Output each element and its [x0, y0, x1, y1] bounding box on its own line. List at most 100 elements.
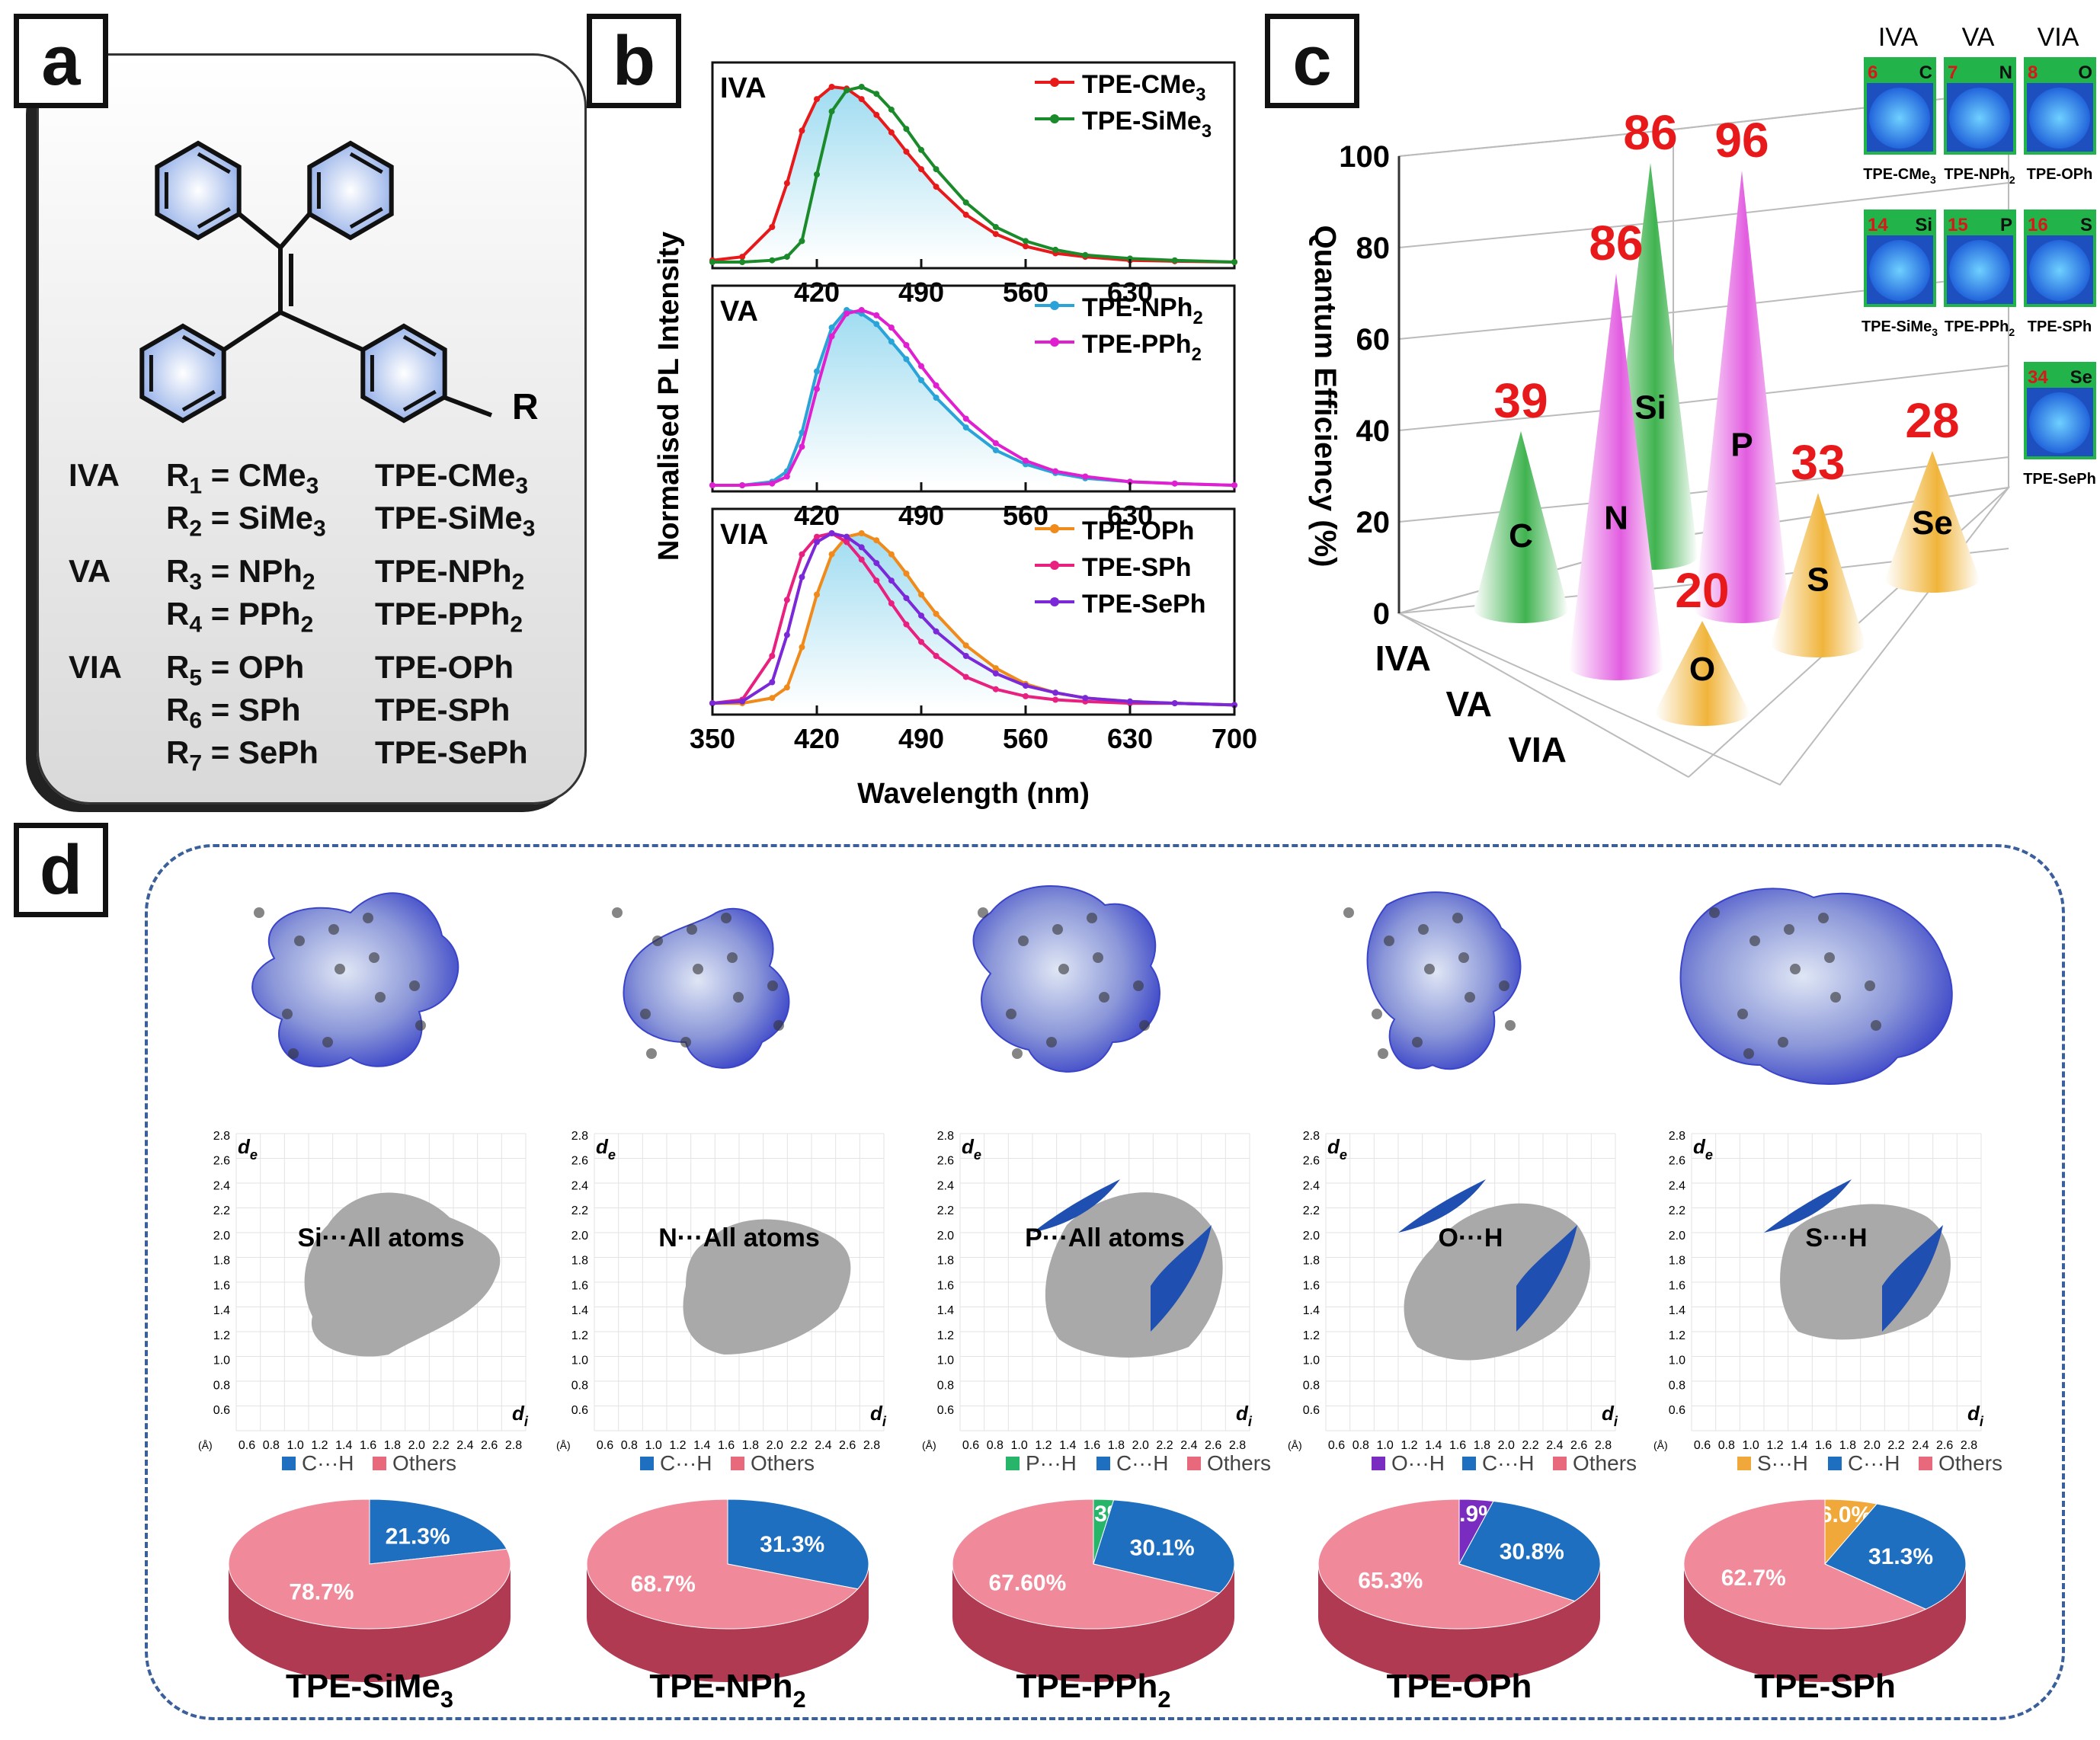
photo-element: O — [2078, 62, 2092, 83]
fp-xtick: 1.6 — [360, 1439, 376, 1452]
pie-legend-swatch — [1919, 1457, 1932, 1470]
atom — [375, 992, 386, 1003]
cone-s — [1771, 493, 1865, 657]
atom — [1865, 980, 1875, 991]
group-label-va: VA — [69, 553, 111, 589]
fp-ytick: 2.0 — [1303, 1230, 1320, 1243]
pie-slice — [1093, 1499, 1235, 1594]
pl-point — [783, 473, 790, 480]
fp-xtick: 1.0 — [287, 1439, 304, 1452]
pl-point — [903, 356, 910, 363]
surface-shape — [623, 907, 790, 1069]
fp-axis-di: di — [1236, 1402, 1253, 1429]
fp-xtick: 2.0 — [767, 1439, 783, 1452]
pie-chart: 6.0%31.3%62.7% — [1683, 1499, 1967, 1682]
fp-xtick: 2.0 — [1864, 1439, 1881, 1452]
cone-value-label: 20 — [1675, 563, 1729, 618]
compound-title: TPE-PPh2 — [1016, 1668, 1171, 1713]
pl-series-tpe-cme3 — [712, 85, 1235, 264]
fp-xtick: 0.8 — [1718, 1439, 1735, 1452]
fp-ytick: 1.4 — [1303, 1304, 1320, 1317]
fp-ytick: 2.0 — [937, 1230, 954, 1243]
single-bond — [238, 212, 282, 250]
fp-xtick: 2.4 — [1912, 1439, 1929, 1452]
atom — [1418, 924, 1429, 935]
pl-point — [992, 665, 999, 672]
fp-xtick: 0.6 — [962, 1439, 979, 1452]
photo-caption: TPE-SePh — [2023, 471, 2096, 488]
atom — [1505, 1020, 1516, 1031]
atom — [1830, 992, 1841, 1003]
fp-ytick: 2.2 — [1303, 1204, 1320, 1217]
pl-point — [783, 180, 790, 187]
pl-point — [918, 613, 924, 619]
compound-title: TPE-SPh — [1754, 1668, 1896, 1705]
pie-chart: 31.3% 68.7% — [586, 1499, 869, 1682]
photo-atomic-number: 6 — [1868, 62, 1878, 83]
fp-xtick: 2.6 — [839, 1439, 856, 1452]
fp-xtick: 2.4 — [1546, 1439, 1563, 1452]
fp-ytick: 2.4 — [937, 1179, 954, 1192]
pie-legend-label: O···H — [1391, 1451, 1445, 1475]
pie-legend-swatch — [1737, 1457, 1751, 1470]
pie-slice — [1683, 1499, 1927, 1630]
pie-legend-label: Others — [1207, 1451, 1271, 1475]
cone-element-label: Se — [1912, 504, 1953, 542]
photo-sample-spot — [1949, 240, 2010, 301]
fingerprint-plot: 2.8 2.6 2.4 2.2 2.0 1.8 1.6 1.4 1.2 1.0 0.8 0.6 0.6 0… — [1653, 1130, 1984, 1452]
fp-unit: (Å) — [198, 1439, 213, 1451]
pie-legend-swatch — [373, 1457, 386, 1470]
fp-xtick: 0.6 — [597, 1439, 613, 1452]
compound-name: TPE-OPh — [375, 649, 514, 685]
fp-xtick: 2.4 — [456, 1439, 473, 1452]
fp-label: Si···All atoms — [297, 1223, 464, 1252]
floor-edge — [1398, 613, 1689, 778]
photo-atomic-number: 15 — [1948, 215, 1968, 235]
fp-axis-di: di — [1967, 1402, 1984, 1429]
pl-point — [1052, 696, 1059, 703]
legend-label: TPE-NPh2 — [1082, 293, 1203, 328]
pl-point — [844, 310, 850, 317]
pl-point — [1127, 698, 1133, 705]
legend-label: TPE-SiMe3 — [1082, 107, 1212, 142]
fp-xtick: 1.4 — [1425, 1439, 1442, 1452]
pl-point — [769, 257, 776, 264]
pl-point — [1171, 257, 1178, 264]
fp-points — [1780, 1204, 1951, 1340]
fp-xtick: 2.2 — [1156, 1439, 1173, 1452]
pl-tick-label: 630 — [1107, 277, 1153, 308]
pl-point — [918, 377, 924, 383]
fp-axis-de: de — [596, 1135, 616, 1163]
pl-point — [992, 686, 999, 692]
pie-slice-label: 62.7% — [1721, 1566, 1786, 1591]
fp-xtick: 2.8 — [1595, 1439, 1612, 1452]
pie-slice — [1824, 1503, 1967, 1610]
panel-c-tag: c — [1265, 14, 1359, 108]
fp-ytick: 1.2 — [571, 1329, 588, 1342]
pl-point — [828, 333, 835, 340]
fp-xtick: 1.0 — [1743, 1439, 1759, 1452]
fp-xtick: 1.4 — [335, 1439, 352, 1452]
pl-series-tpe-sph — [712, 531, 1235, 707]
pl-point — [1127, 478, 1133, 485]
fp-ytick: 1.0 — [1669, 1355, 1685, 1367]
fp-xtick: 1.2 — [1766, 1439, 1783, 1452]
fp-unit: (Å) — [1288, 1439, 1302, 1451]
pie-slice-label: 68.7% — [631, 1572, 696, 1597]
fp-label: N···All atoms — [658, 1223, 820, 1252]
fp-points — [1045, 1192, 1223, 1358]
atom — [1465, 992, 1475, 1003]
fp-xtick: 1.6 — [1449, 1439, 1466, 1452]
pl-area-fill — [712, 533, 1234, 708]
substituent-definition: R1 = CMe3 — [166, 457, 319, 499]
panel-d-frame — [145, 844, 2065, 1720]
surface-shape — [251, 892, 459, 1067]
ring-double-bond — [349, 206, 383, 229]
fp-xtick: 1.8 — [1108, 1439, 1125, 1452]
pie-slice — [586, 1499, 859, 1630]
fp-ytick: 2.6 — [1303, 1155, 1320, 1168]
fingerprint-plot: 2.8 2.6 2.4 2.2 2.0 1.8 1.6 1.4 1.2 1.0 0.8 0.6 0.6 0… — [1288, 1130, 1618, 1452]
fp-ytick: 1.8 — [1303, 1255, 1320, 1268]
pl-point — [888, 551, 895, 558]
fp-xtick: 2.6 — [1570, 1439, 1587, 1452]
